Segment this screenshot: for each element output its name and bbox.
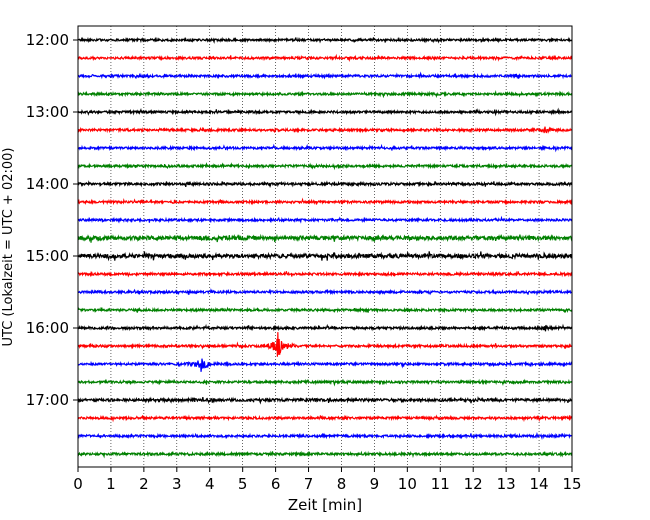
- x-tick-label: 2: [139, 475, 149, 493]
- x-tick-label: 3: [172, 475, 182, 493]
- trace-line: [77, 53, 573, 62]
- trace-line: [77, 162, 573, 171]
- x-tick-label: 15: [562, 475, 581, 493]
- trace-line: [77, 197, 573, 206]
- y-tick-label: 15:00: [26, 247, 69, 265]
- x-tick-label: 6: [271, 475, 281, 493]
- x-tick-label: 5: [238, 475, 248, 493]
- y-tick-label: 16:00: [26, 319, 69, 337]
- trace-line: [77, 36, 573, 44]
- x-tick-label: 13: [497, 475, 516, 493]
- trace-line: [77, 71, 573, 80]
- x-axis-ticks: 0 1 2 3 4 5 6 7 8 9 10 11 12 13 14 15: [73, 467, 582, 493]
- trace-line: [77, 332, 573, 357]
- x-tick-label: 1: [106, 475, 116, 493]
- plot-frame: [77, 25, 573, 468]
- trace-line: [77, 233, 573, 243]
- trace-line: [77, 378, 573, 387]
- x-tick-label: 0: [73, 475, 83, 493]
- x-tick-label: 9: [370, 475, 380, 493]
- y-axis-label: UTC (Lokalzeit = UTC + 02:00): [1, 148, 16, 347]
- trace-line: [77, 358, 573, 372]
- y-tick-label: 13:00: [26, 103, 69, 121]
- y-tick-label: 14:00: [26, 175, 69, 193]
- trace-line: [77, 450, 573, 459]
- x-tick-label: 10: [398, 475, 417, 493]
- trace-line: [77, 126, 573, 134]
- x-tick-label: 12: [464, 475, 483, 493]
- trace-line: [77, 270, 573, 278]
- trace-line: [77, 180, 573, 189]
- y-tick-label: 12:00: [26, 31, 69, 49]
- y-axis-ticks: 12:00 13:00 14:00 15:00 16:00 17:00: [26, 31, 78, 409]
- x-tick-label: 8: [337, 475, 347, 493]
- x-tick-label: 11: [431, 475, 450, 493]
- y-tick-label: 17:00: [26, 391, 69, 409]
- trace-line: [77, 251, 573, 262]
- trace-line: [77, 306, 573, 314]
- trace-line: [77, 215, 573, 224]
- trace-line: [77, 143, 573, 153]
- x-tick-label: 4: [205, 475, 215, 493]
- x-axis-label: Zeit [min]: [288, 496, 362, 514]
- x-tick-label: 14: [530, 475, 549, 493]
- trace-line: [77, 288, 573, 296]
- trace-line: [77, 90, 573, 99]
- trace-line: [77, 414, 573, 423]
- trace-line: [77, 323, 573, 332]
- trace-line: [77, 107, 573, 117]
- trace-line: [77, 431, 573, 440]
- seismogram-traces: [77, 36, 573, 459]
- trace-line: [77, 396, 573, 405]
- x-tick-label: 7: [304, 475, 314, 493]
